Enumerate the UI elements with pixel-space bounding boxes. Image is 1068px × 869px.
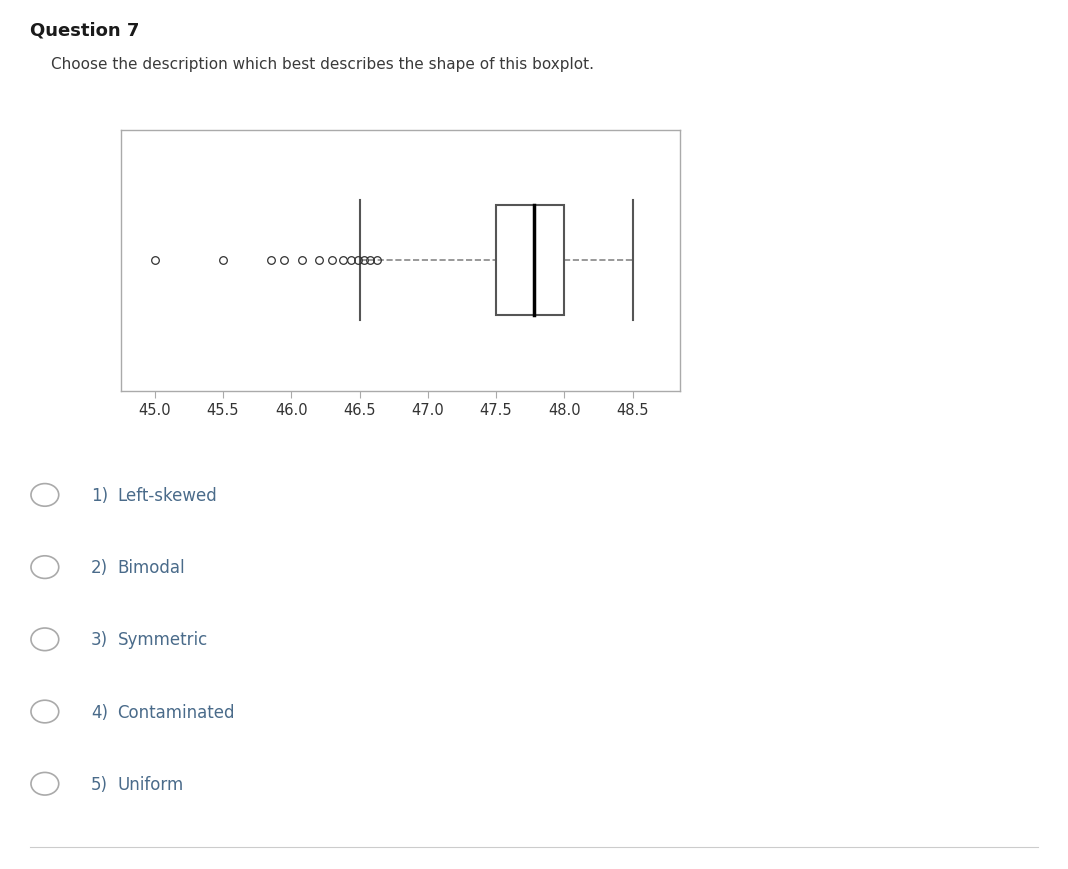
Bar — [496, 206, 564, 315]
Text: Uniform: Uniform — [117, 775, 184, 793]
Text: Symmetric: Symmetric — [117, 631, 208, 648]
Text: 5): 5) — [91, 775, 108, 793]
Text: Left-skewed: Left-skewed — [117, 487, 217, 504]
Text: Contaminated: Contaminated — [117, 703, 235, 720]
Text: 3): 3) — [91, 631, 108, 648]
Text: 2): 2) — [91, 559, 108, 576]
Text: 1): 1) — [91, 487, 108, 504]
Text: 4): 4) — [91, 703, 108, 720]
Text: Choose the description which best describes the shape of this boxplot.: Choose the description which best descri… — [51, 56, 594, 71]
Text: Bimodal: Bimodal — [117, 559, 185, 576]
Text: Question 7: Question 7 — [30, 22, 139, 40]
